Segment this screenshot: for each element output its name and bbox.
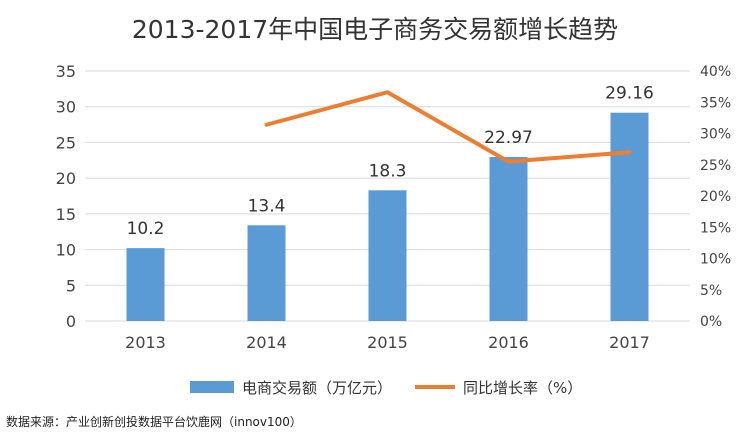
- x-tick-label: 2016: [488, 333, 529, 352]
- legend-label-line: 同比增长率（%）: [463, 379, 582, 397]
- y-right-tick-label: 20%: [700, 189, 731, 205]
- legend-swatch-bar: [190, 381, 234, 393]
- y-left-tick-label: 35: [56, 62, 76, 81]
- bar: [610, 112, 649, 321]
- x-tick-label: 2017: [609, 333, 650, 352]
- y-left-tick-label: 25: [56, 133, 76, 152]
- y-right-tick-label: 5%: [700, 283, 722, 299]
- legend-label-bar: 电商交易额（万亿元）: [242, 379, 392, 397]
- bar: [489, 156, 528, 321]
- x-tick-label: 2014: [246, 333, 287, 352]
- bar: [126, 248, 165, 321]
- bar-data-label: 29.16: [605, 84, 654, 104]
- y-left-tick-label: 5: [66, 276, 76, 295]
- chart-title: 2013-2017年中国电子商务交易额增长趋势: [132, 15, 618, 44]
- y-left-tick-label: 10: [56, 241, 76, 260]
- bar-data-label: 13.4: [248, 196, 286, 216]
- y-right-tick-label: 40%: [700, 64, 731, 80]
- y-left-tick-label: 0: [66, 312, 76, 331]
- y-left-tick-label: 20: [56, 169, 76, 188]
- y-right-tick-label: 0%: [700, 314, 722, 330]
- bar: [368, 190, 407, 321]
- y-right-tick-label: 35%: [700, 95, 731, 111]
- y-right-tick-label: 30%: [700, 127, 731, 143]
- bar: [247, 225, 286, 321]
- growth-line: [264, 90, 632, 164]
- bar-data-label: 22.97: [484, 128, 533, 148]
- x-tick-label: 2015: [367, 333, 408, 352]
- y-left-tick-label: 15: [56, 205, 76, 224]
- bar-data-label: 10.2: [127, 219, 165, 239]
- y-right-tick-label: 10%: [700, 252, 731, 268]
- y-right-tick-label: 25%: [700, 158, 731, 174]
- source-note: 数据来源：产业创新创投数据平台饮鹿网（innov100）: [6, 415, 302, 429]
- y-left-tick-label: 30: [56, 98, 76, 117]
- x-tick-label: 2013: [125, 333, 166, 352]
- y-right-tick-label: 15%: [700, 220, 731, 236]
- bar-data-label: 18.3: [369, 161, 407, 181]
